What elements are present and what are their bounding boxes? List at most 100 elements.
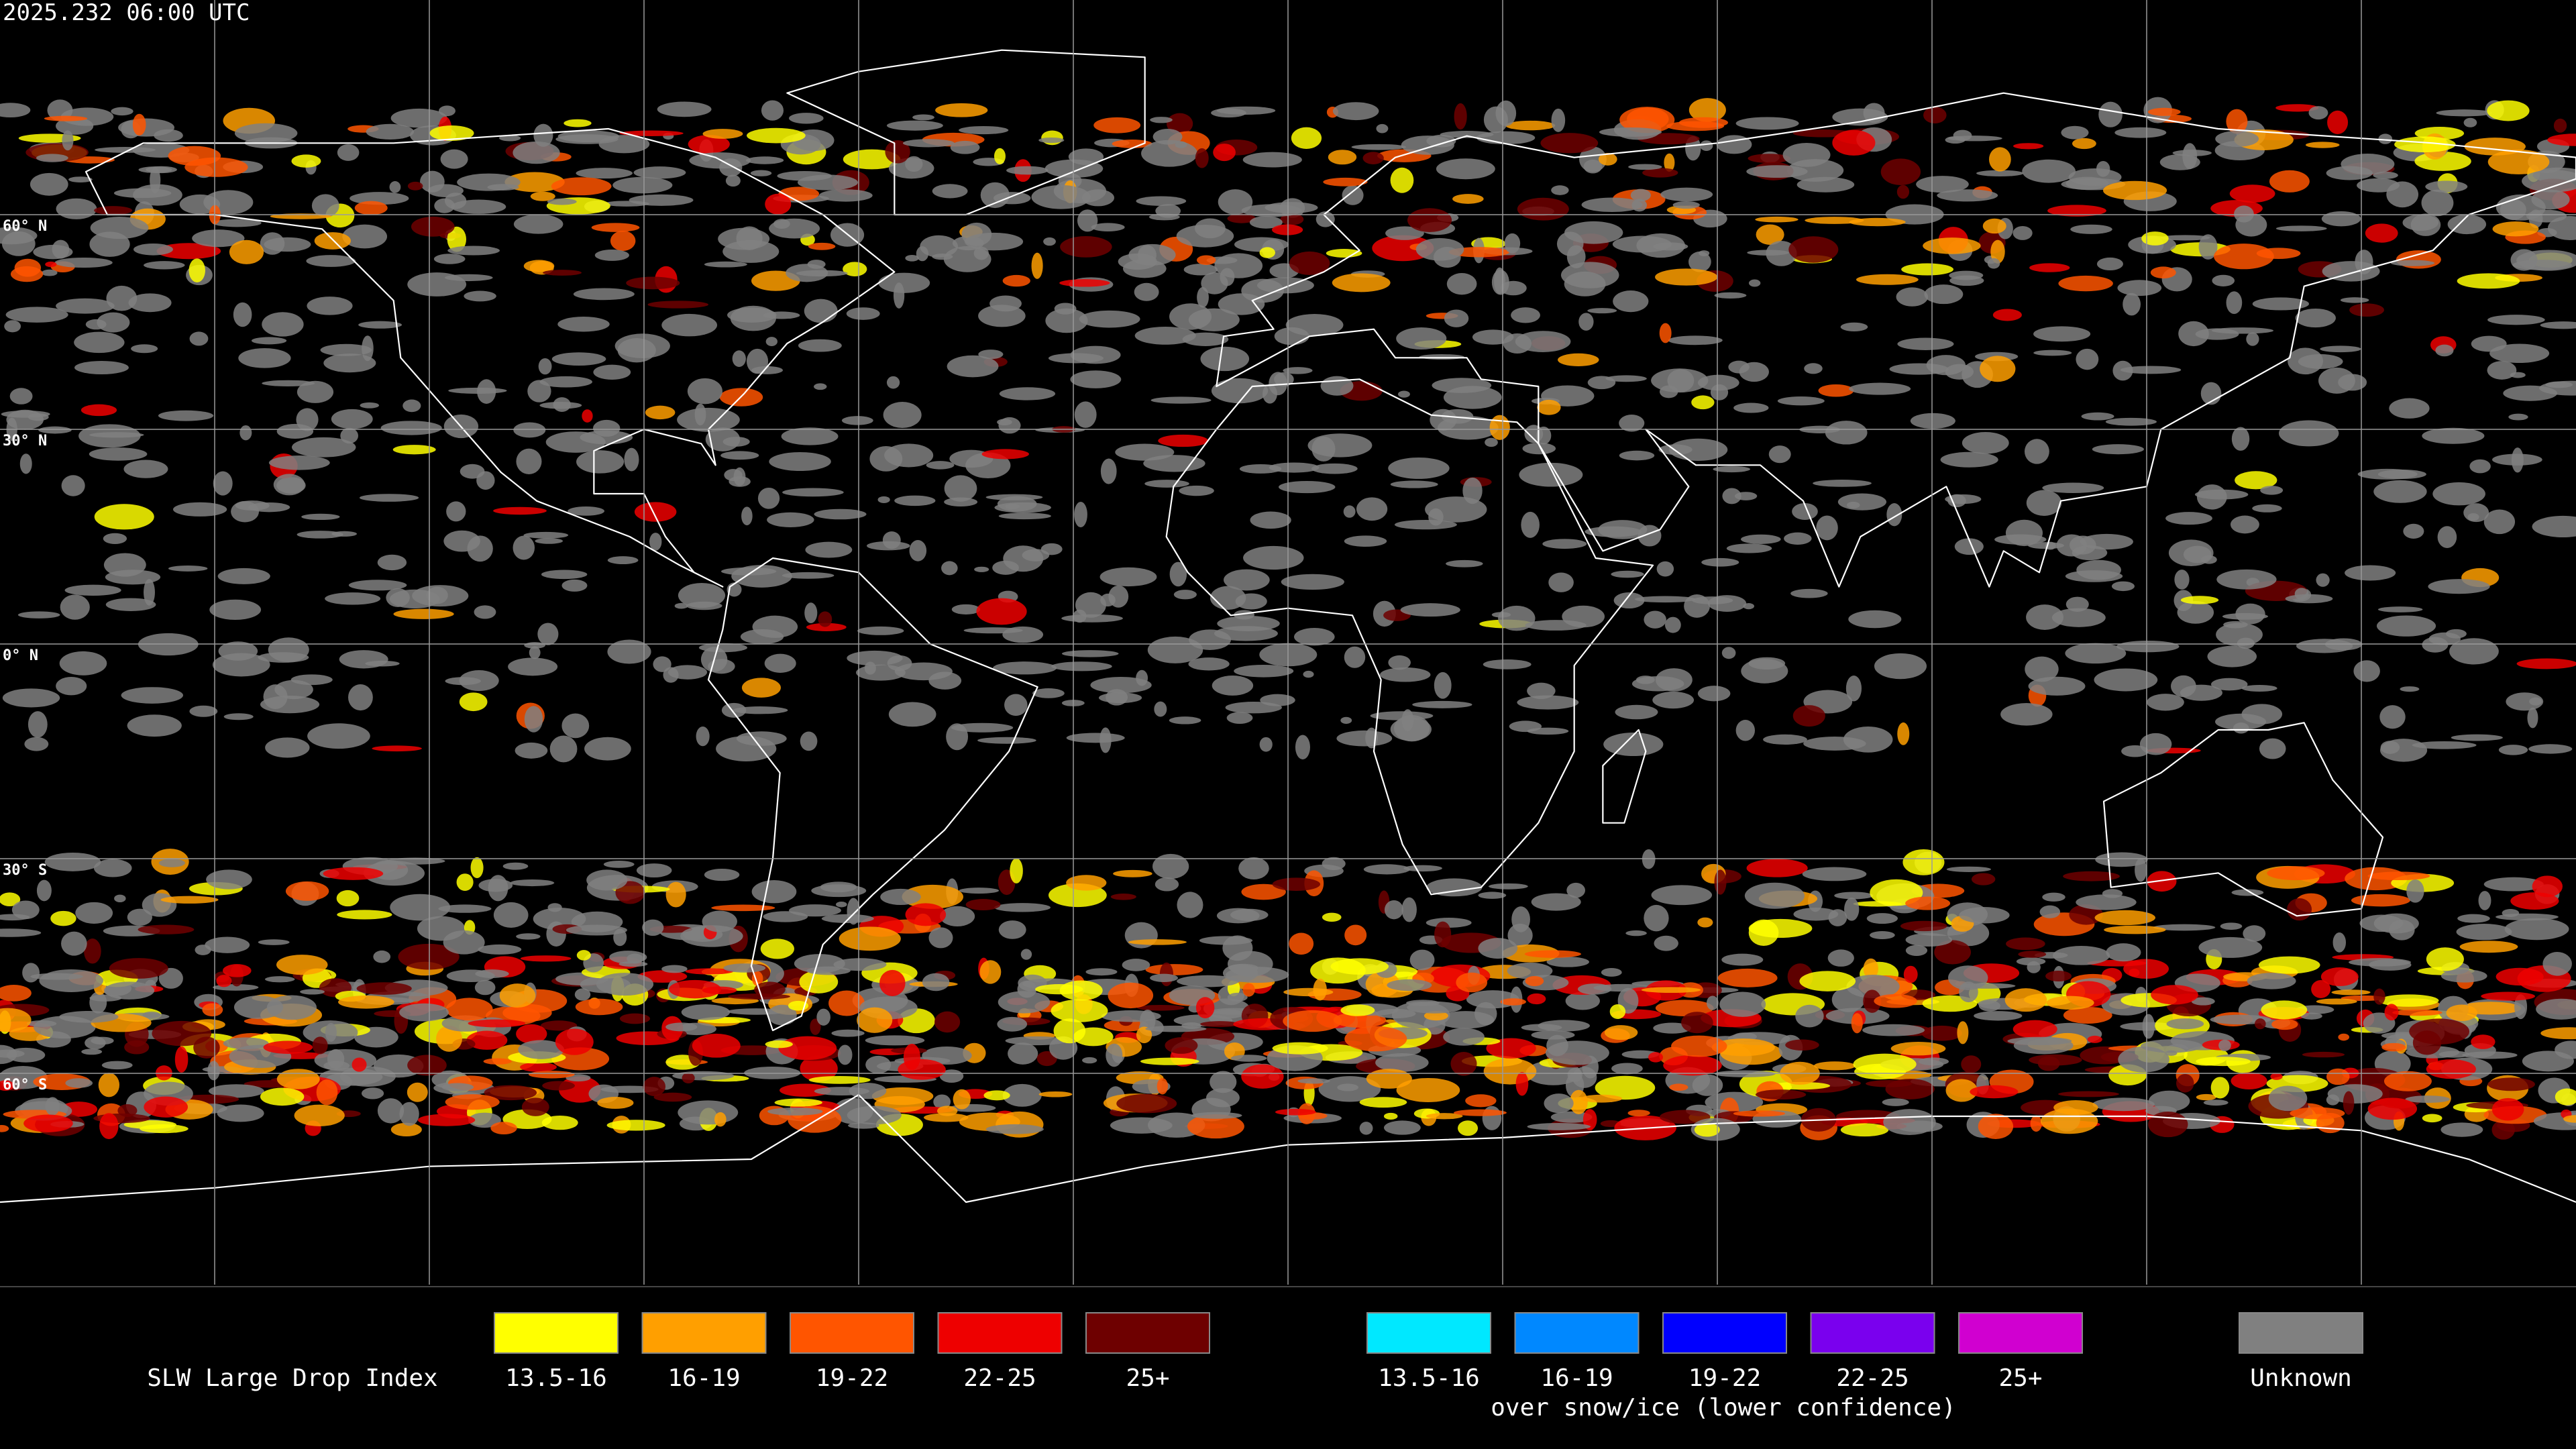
cloud-patch — [1152, 853, 1189, 879]
cloud-patch — [11, 900, 40, 920]
cloud-patch — [624, 447, 639, 472]
cloud-patch — [1880, 158, 1921, 185]
cloud-patch — [1116, 1093, 1177, 1114]
cloud-patch — [325, 592, 381, 605]
cloud-patch — [926, 461, 955, 470]
cloud-patch — [687, 378, 722, 405]
cloud-patch — [627, 953, 643, 964]
cloud-patch — [2012, 1020, 2057, 1038]
cloud-patch — [2243, 925, 2266, 942]
cloud-patch — [1613, 290, 1649, 313]
cloud-patch — [985, 1124, 1044, 1134]
cloud-patch — [2290, 1107, 2345, 1120]
cloud-patch — [1692, 596, 1733, 604]
cloud-patch — [498, 135, 521, 142]
cloud-patch — [2462, 1051, 2518, 1059]
cloud-patch — [142, 1011, 161, 1018]
cloud-patch — [1544, 1093, 1574, 1114]
cloud-patch — [233, 302, 252, 327]
cloud-patch — [1113, 869, 1152, 877]
legend: SLW Large Drop Index 13.5-16 16-19 19-22 22… — [147, 1312, 2363, 1421]
cloud-patch — [933, 1094, 951, 1110]
cloud-patch — [1840, 322, 1868, 331]
cloud-patch — [1407, 1001, 1462, 1014]
cloud-patch — [516, 1024, 547, 1044]
cloud-patch — [905, 255, 919, 262]
cloud-patch — [1337, 1083, 1359, 1091]
cloud-patch — [1316, 211, 1335, 227]
cloud-patch — [392, 445, 436, 455]
cloud-patch — [573, 288, 635, 301]
cloud-patch — [614, 333, 670, 359]
cloud-patch — [1748, 919, 1779, 947]
cloud-patch — [354, 201, 388, 215]
cloud-patch — [1478, 892, 1507, 899]
cloud-patch — [2373, 480, 2427, 503]
cloud-patch — [2320, 345, 2361, 353]
cloud-patch — [732, 350, 746, 367]
cloud-patch — [1226, 712, 1253, 724]
cloud-patch — [2527, 707, 2538, 729]
cloud-patch — [543, 270, 582, 276]
cloud-patch — [1051, 661, 1112, 672]
cloud-patch — [2237, 637, 2255, 649]
cloud-patch — [894, 495, 936, 506]
latitude-label: 60° N — [3, 218, 47, 235]
cloud-patch — [427, 184, 464, 197]
cloud-patch — [2532, 875, 2563, 898]
cloud-patch — [493, 506, 547, 515]
cloud-patch — [1638, 525, 1662, 547]
cloud-patch — [2542, 952, 2572, 976]
cloud-patch — [934, 1011, 961, 1033]
cloud-patch — [2103, 180, 2167, 201]
cloud-patch — [348, 580, 407, 591]
cloud-patch — [144, 261, 185, 270]
cloud-patch — [2547, 215, 2576, 240]
cloud-patch — [2487, 361, 2517, 380]
cloud-patch — [103, 981, 155, 1000]
cloud-patch — [714, 1112, 727, 1127]
cloud-patch — [1485, 437, 1498, 447]
cloud-patch — [1976, 170, 2024, 176]
cloud-patch — [720, 451, 759, 460]
cloud-patch — [1154, 701, 1167, 717]
cloud-patch — [205, 936, 250, 953]
cloud-patch — [1478, 938, 1518, 959]
cloud-patch — [518, 1040, 564, 1059]
cloud-patch — [1454, 103, 1467, 130]
cloud-patch — [1700, 140, 1713, 151]
cloud-patch — [1059, 279, 1110, 287]
cloud-patch — [880, 888, 921, 906]
cloud-patch — [1311, 463, 1358, 474]
cloud-patch — [2029, 263, 2070, 272]
cloud-patch — [2147, 107, 2181, 116]
cloud-patch — [2426, 1059, 2476, 1079]
cloud-patch — [1954, 538, 1984, 555]
cloud-patch — [1848, 610, 1902, 629]
cloud-patch — [59, 1010, 119, 1023]
cloud-patch — [2160, 235, 2210, 241]
cloud-patch — [576, 950, 591, 961]
cloud-patch — [1505, 120, 1556, 131]
cloud-patch — [1387, 979, 1432, 991]
cloud-patch — [1653, 1022, 1691, 1034]
cloud-patch — [950, 140, 980, 154]
cloud-patch — [1008, 1042, 1038, 1065]
cloud-patch — [865, 1035, 925, 1046]
cloud-patch — [0, 227, 38, 245]
cloud-patch — [1728, 360, 1750, 374]
cloud-patch — [1949, 270, 1984, 280]
cloud-patch — [45, 261, 57, 268]
cloud-patch — [62, 130, 74, 151]
cloud-patch — [1212, 676, 1254, 696]
cloud-patch — [2061, 125, 2089, 140]
cloud-patch — [2147, 694, 2184, 711]
cloud-patch — [816, 1008, 830, 1026]
cloud-patch — [798, 339, 842, 352]
cloud-patch — [597, 1097, 634, 1109]
cloud-patch — [1326, 249, 1362, 258]
cloud-patch — [1844, 898, 1860, 921]
cloud-patch — [1074, 501, 1087, 528]
cloud-patch — [504, 172, 565, 193]
coast-africa — [1167, 379, 1653, 894]
